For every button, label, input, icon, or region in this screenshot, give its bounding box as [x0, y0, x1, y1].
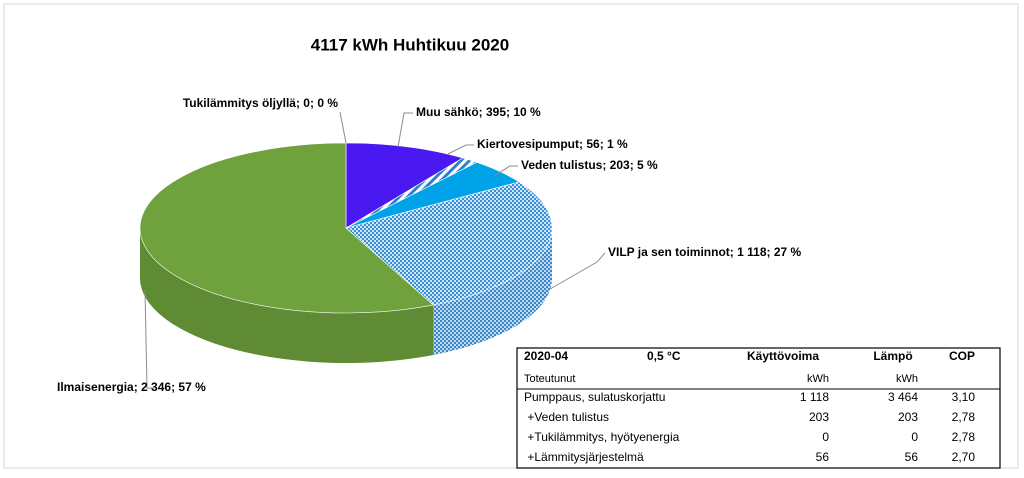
table-units-label: Toteutunut	[524, 373, 575, 385]
table-header: COP	[949, 349, 975, 363]
leader-line	[397, 112, 413, 148]
table-body: Pumppaus, sulatuskorjattu 1 118 3 464 3,10 …	[524, 390, 975, 464]
table-cell: +Lämmitysjärjestelmä	[524, 450, 644, 464]
table-cell: 3 464	[888, 390, 918, 404]
table-border	[516, 347, 1001, 469]
table-cell: 3,10	[952, 390, 976, 404]
data-label: Ilmaisenergia; 2 346; 57 %	[57, 380, 206, 394]
table-cell: 2,78	[952, 410, 976, 424]
slice-side	[140, 228, 434, 363]
data-label: Kiertovesipumput; 56; 1 %	[477, 137, 628, 151]
data-label: VILP ja sen toiminnot; 1 118; 27 %	[608, 245, 802, 259]
table-cell: Pumppaus, sulatuskorjattu	[524, 390, 665, 404]
table-cell: 203	[898, 410, 918, 424]
table-unit: kWh	[807, 373, 829, 385]
table-header: Käyttövoima	[747, 349, 819, 363]
table-cell: 0	[911, 430, 918, 444]
table-cell: 203	[809, 410, 829, 424]
slice: Muu sähkö	[345, 142, 464, 229]
chart-title: 4117 kWh Huhtikuu 2020	[311, 35, 509, 54]
table-unit: kWh	[896, 373, 918, 385]
leader-line	[144, 289, 154, 389]
table-cell: 1 118	[800, 390, 829, 404]
slice-side-shade	[433, 228, 552, 355]
pie: Tukilämmitys öljylläMuu sähköKiertovesip…	[139, 142, 553, 363]
table-cell: +Tukilämmitys, hyötyenergia	[524, 430, 680, 444]
leader-line	[447, 144, 474, 155]
slice-side	[433, 228, 552, 355]
slice-side-shade	[140, 228, 434, 363]
slice-side-fill	[433, 228, 552, 355]
table-header: 0,5 °C	[647, 349, 681, 363]
slice-side-fill	[140, 228, 434, 363]
table-cell: 2,70	[952, 450, 976, 464]
table-cell: 56	[816, 450, 830, 464]
data-label: Veden tulistus; 203; 5 %	[521, 158, 658, 172]
leader-line	[544, 252, 606, 293]
slice: Ilmaisenergia	[139, 142, 435, 314]
table-cell: 2,78	[952, 430, 976, 444]
leaders	[144, 111, 606, 389]
slice: VILP ja sen toiminnot	[345, 181, 553, 306]
table-cell: 0	[822, 430, 829, 444]
table-header: 2020-04	[524, 349, 568, 363]
data-label: Tukilämmitys öljyllä; 0; 0 %	[183, 96, 338, 110]
data-label: Muu sähkö; 395; 10 %	[416, 105, 541, 119]
leader-line	[493, 165, 518, 177]
table-header: Lämpö	[873, 349, 912, 363]
table-cell: 56	[905, 450, 919, 464]
leader-line	[339, 111, 347, 144]
summary-table: 2020-04 0,5 °C Käyttövoima Lämpö COP Tot…	[516, 347, 1001, 469]
table-cell: +Veden tulistus	[524, 410, 609, 424]
